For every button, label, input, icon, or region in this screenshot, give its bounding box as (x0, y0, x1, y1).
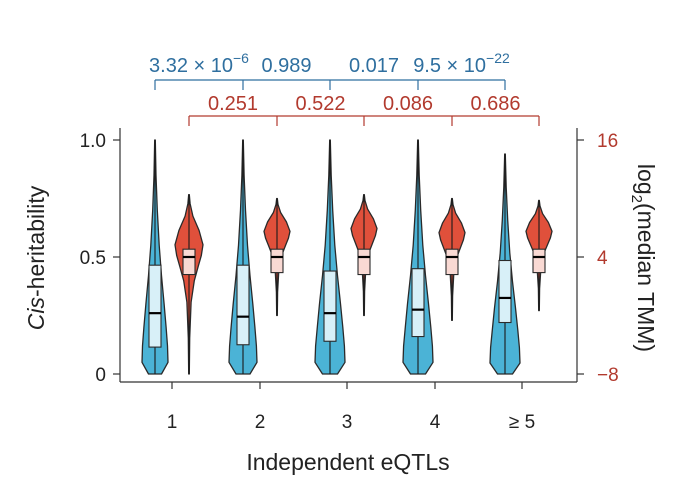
left-y-axis-title: Cis-heritability (23, 185, 49, 330)
right-y-axis-title-pre: log (633, 164, 659, 195)
pvalue-base: × 10 (188, 55, 233, 77)
expression-box (532, 248, 546, 274)
heritability-box (148, 264, 162, 348)
pvalue-mantissa: 3.32 (149, 55, 188, 77)
heritability-pvalue-label: 9.5 × 10−22 (413, 50, 510, 77)
right-y-tick-label: 4 (597, 248, 608, 269)
heritability-box (323, 270, 337, 342)
left-y-axis-title-italic: Cis (23, 297, 49, 331)
right-y-axis-title: log2(median TMM) (628, 164, 659, 352)
pvalue-mantissa: 0.017 (349, 55, 399, 77)
pvalue-mantissa: 9.5 (413, 55, 441, 77)
expression-box (270, 248, 284, 274)
expression-pvalue-label: 0.686 (470, 93, 520, 115)
heritability-pvalue-label: 0.017 (349, 55, 399, 77)
left-y-tick-label: 0.5 (80, 248, 106, 269)
pvalue-exponent: −22 (486, 50, 510, 66)
left-y-tick-label: 0 (95, 365, 106, 386)
heritability-box (498, 259, 512, 324)
violins-layer (141, 139, 553, 375)
right-y-tick-label: −8 (597, 365, 619, 386)
heritability-pvalue-label: 3.32 × 10−6 (149, 50, 249, 77)
expression-box (182, 248, 196, 276)
axes-layer: 0 0.5 1.0 −8 4 16 1 2 3 4 ≥ 5 (80, 128, 619, 433)
x-tick-label: 2 (255, 412, 266, 433)
right-y-axis-title-sub: 2 (628, 195, 645, 203)
expression-box (357, 248, 371, 276)
pvalue-exponent: −6 (233, 50, 249, 66)
pvalue-brackets-layer: 3.32 × 10−6 0.989 0.017 9.5 × 10−220.251 0.5… (149, 50, 540, 126)
heritability-box (236, 264, 250, 346)
expression-pvalue-label: 0.522 (295, 93, 345, 115)
expression-box (445, 248, 459, 276)
x-tick-label: ≥ 5 (509, 412, 535, 433)
pvalue-mantissa: 0.989 (261, 55, 311, 77)
left-y-axis-title-rest: -heritability (23, 185, 49, 297)
x-tick-label: 3 (342, 412, 353, 433)
right-y-axis-title-post: (median TMM) (633, 203, 659, 352)
x-axis-title: Independent eQTLs (246, 449, 449, 475)
heritability-box (411, 268, 425, 338)
pvalue-base: × 10 (441, 55, 486, 77)
x-tick-label: 4 (430, 412, 441, 433)
x-tick-label: 1 (167, 412, 178, 433)
right-y-tick-label: 16 (597, 131, 618, 152)
expression-pvalue-label: 0.086 (383, 93, 433, 115)
expression-pvalue-label: 0.251 (208, 93, 258, 115)
left-y-tick-label: 1.0 (80, 131, 106, 152)
heritability-pvalue-label: 0.989 (261, 55, 311, 77)
